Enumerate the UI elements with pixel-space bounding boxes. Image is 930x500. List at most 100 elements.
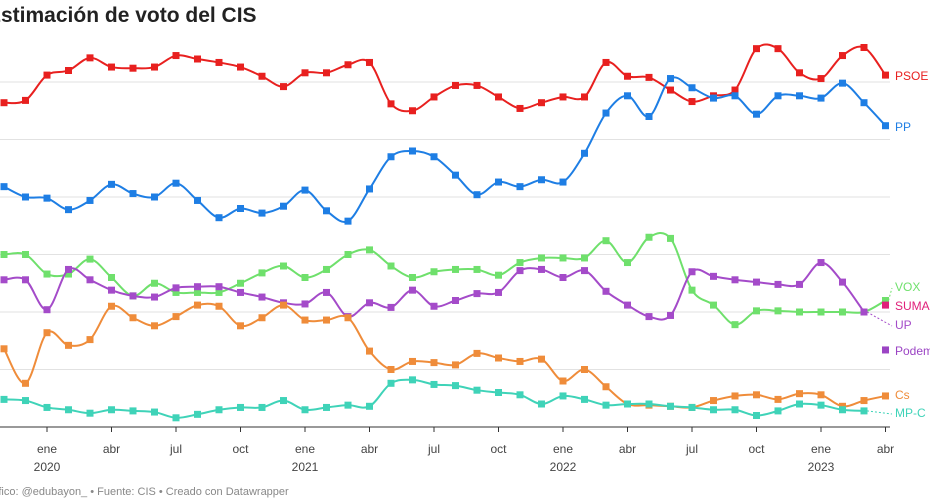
- point: [430, 93, 438, 101]
- point: [237, 288, 244, 296]
- point: [753, 307, 760, 315]
- point: [43, 71, 51, 79]
- series-label: Podemos: [895, 344, 930, 358]
- point: [172, 414, 180, 422]
- point: [667, 234, 674, 242]
- point: [710, 94, 717, 102]
- x-tick-label: jul: [685, 442, 698, 456]
- leader: [866, 410, 893, 415]
- point: [387, 303, 395, 311]
- series-label: PP: [895, 120, 911, 134]
- point: [688, 98, 696, 106]
- point: [495, 271, 502, 279]
- point: [194, 55, 201, 63]
- point: [559, 392, 567, 400]
- point: [452, 361, 459, 369]
- point: [108, 286, 115, 294]
- series-label: PSOE: [895, 69, 928, 83]
- point: [796, 308, 803, 316]
- point: [151, 63, 158, 71]
- point: [366, 58, 373, 66]
- point: [323, 207, 330, 215]
- point: [301, 300, 309, 308]
- point: [710, 406, 717, 414]
- leader: [888, 287, 893, 301]
- point: [43, 306, 51, 314]
- point: [65, 341, 72, 349]
- point: [22, 276, 29, 284]
- point: [774, 92, 782, 100]
- point: [301, 316, 309, 324]
- point: [151, 279, 158, 287]
- point: [559, 254, 567, 262]
- point: [495, 354, 502, 362]
- point: [559, 93, 567, 101]
- point: [129, 314, 137, 322]
- point: [860, 44, 868, 51]
- point: [129, 407, 137, 415]
- point: [258, 72, 266, 80]
- x-tick-label: ene 2022: [549, 442, 577, 474]
- point: [731, 86, 739, 94]
- point: [430, 380, 438, 388]
- point: [172, 284, 180, 292]
- point: [495, 178, 502, 186]
- x-tick-label: ene 2021: [291, 442, 319, 474]
- point: [86, 336, 94, 344]
- point: [882, 71, 889, 79]
- point: [538, 355, 545, 363]
- point: [710, 272, 717, 280]
- point: [731, 321, 739, 329]
- point: [538, 400, 545, 408]
- point: [409, 274, 416, 281]
- point: [860, 308, 868, 316]
- x-tick-label: jul: [169, 442, 182, 456]
- point: [753, 391, 760, 399]
- point: [409, 357, 416, 365]
- point: [0, 251, 8, 258]
- point: [409, 107, 416, 115]
- x-tick-label: oct: [748, 442, 765, 456]
- point: [516, 357, 524, 365]
- point: [258, 209, 266, 217]
- point: [323, 288, 330, 296]
- leader: [866, 311, 893, 327]
- point: [559, 377, 567, 385]
- point: [860, 99, 868, 107]
- point: [882, 122, 889, 130]
- point: [22, 96, 29, 104]
- point: [43, 194, 51, 202]
- point: [667, 86, 674, 94]
- series-line: [3, 43, 887, 113]
- point: [151, 322, 158, 330]
- point: [22, 251, 29, 258]
- point: [172, 313, 180, 321]
- point: [43, 329, 51, 337]
- point: [301, 69, 309, 77]
- point: [817, 75, 825, 83]
- point: [581, 149, 588, 157]
- x-tick-label: abr: [876, 442, 895, 456]
- x-tick-label: jul: [427, 442, 440, 456]
- point: [65, 406, 72, 414]
- point: [215, 302, 223, 310]
- point: [516, 183, 524, 191]
- point: [151, 408, 158, 416]
- point: [430, 268, 438, 276]
- point: [43, 270, 51, 278]
- x-tick-label: abr: [102, 442, 121, 456]
- point: [129, 292, 137, 300]
- point: [387, 379, 395, 387]
- point: [237, 322, 244, 330]
- point: [258, 314, 266, 322]
- point: [559, 178, 567, 186]
- point: [839, 406, 846, 414]
- point: [774, 395, 782, 403]
- point: [452, 297, 459, 304]
- point: [344, 314, 352, 322]
- point: [581, 93, 588, 101]
- point: [108, 180, 115, 188]
- point: [151, 293, 158, 301]
- point: [129, 190, 137, 198]
